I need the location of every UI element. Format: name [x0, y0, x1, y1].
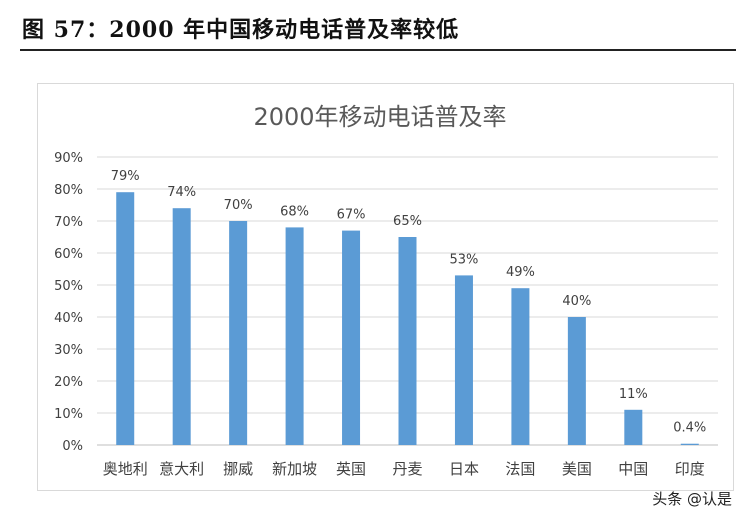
- data-label: 67%: [337, 208, 366, 223]
- y-tick-label: 80%: [54, 183, 83, 198]
- data-label: 68%: [280, 204, 309, 219]
- x-tick-label: 英国: [336, 460, 366, 478]
- bar: [172, 208, 191, 445]
- x-tick-label: 印度: [675, 460, 705, 478]
- bar: [285, 227, 304, 445]
- data-label: 11%: [619, 387, 648, 402]
- y-tick-label: 90%: [54, 151, 83, 166]
- x-tick-label: 新加坡: [272, 460, 317, 478]
- y-axis-ticks: 0% 10% 20% 30% 40% 50% 60% 70% 80% 90%: [54, 151, 83, 454]
- chart-frame: 2000年移动电话普及率 0% 10% 20% 30% 40% 50% 60% 70% 80% 9…: [37, 83, 734, 491]
- y-tick-label: 50%: [54, 279, 83, 294]
- figure-caption: 图 57：2000 年中国移动电话普及率较低: [22, 17, 460, 43]
- chart-title: 2000年移动电话普及率: [253, 103, 506, 131]
- data-label: 40%: [562, 294, 591, 309]
- bar: [624, 409, 643, 445]
- bar: [511, 288, 530, 445]
- x-tick-label: 法国: [505, 460, 535, 478]
- y-tick-label: 0%: [62, 439, 83, 454]
- bar: [116, 192, 135, 445]
- x-tick-label: 挪威: [223, 460, 253, 478]
- data-label: 49%: [506, 265, 535, 280]
- caption-divider: [20, 49, 736, 51]
- data-label: 65%: [393, 214, 422, 229]
- bar: [342, 230, 361, 445]
- watermark: 头条 @认是: [652, 490, 732, 508]
- x-tick-label: 日本: [449, 460, 479, 478]
- y-tick-label: 10%: [54, 407, 83, 422]
- bars: [116, 192, 699, 445]
- bar: [398, 237, 417, 445]
- data-label: 0.4%: [673, 421, 706, 436]
- y-tick-label: 30%: [54, 343, 83, 358]
- x-tick-label: 中国: [618, 460, 648, 478]
- y-tick-label: 60%: [54, 247, 83, 262]
- y-tick-label: 70%: [54, 215, 83, 230]
- bar: [454, 275, 473, 445]
- bar-chart: 2000年移动电话普及率 0% 10% 20% 30% 40% 50% 60% 70% 80% 9…: [54, 103, 718, 478]
- x-tick-label: 意大利: [159, 460, 204, 478]
- x-axis-ticks: 奥地利 意大利 挪威 新加坡 英国 丹麦 日本 法国 美国 中国 印度: [103, 460, 705, 478]
- bar: [567, 317, 586, 445]
- data-labels: 79% 74% 70% 68% 67% 65% 53% 49% 40% 11% 0.4%: [111, 169, 707, 436]
- x-tick-label: 丹麦: [392, 460, 422, 478]
- data-label: 53%: [450, 252, 479, 267]
- x-tick-label: 美国: [562, 460, 592, 478]
- bar: [680, 443, 699, 445]
- data-label: 79%: [111, 169, 140, 184]
- y-tick-label: 20%: [54, 375, 83, 390]
- y-tick-label: 40%: [54, 311, 83, 326]
- data-label: 74%: [167, 185, 196, 200]
- bar: [229, 221, 248, 445]
- data-label: 70%: [224, 198, 253, 213]
- x-tick-label: 奥地利: [103, 460, 148, 478]
